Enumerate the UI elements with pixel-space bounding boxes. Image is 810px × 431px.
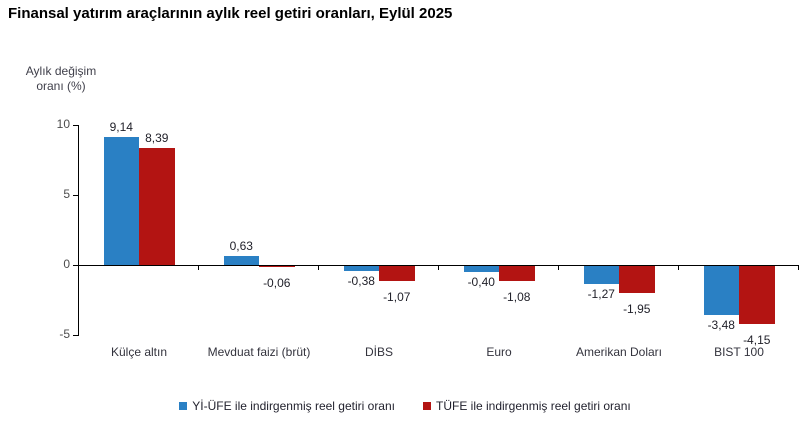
value-label: -0,40 (467, 274, 495, 289)
legend-label: TÜFE ile indirgenmiş reel getiri oranı (436, 399, 631, 413)
category-label: BIST 100 (714, 345, 764, 359)
chart-bar (259, 266, 295, 267)
chart-bar (463, 266, 499, 272)
x-axis-tick (678, 265, 679, 270)
chart-bar (703, 266, 739, 315)
category-label: Euro (486, 345, 512, 359)
value-label: -1,95 (623, 302, 651, 317)
value-label: -0,38 (347, 274, 375, 289)
value-label: 9,14 (109, 120, 133, 135)
value-label: -0,06 (263, 276, 291, 290)
y-tick-label: 0 (63, 257, 70, 271)
category-label: Külçe altın (110, 345, 168, 359)
x-axis-tick (198, 265, 199, 270)
legend-marker-icon (423, 402, 431, 410)
chart-bar (739, 266, 775, 325)
chart-bar (619, 266, 655, 294)
y-axis-tick (73, 264, 79, 266)
chart-title: Finansal yatırım araçlarının aylık reel … (8, 5, 453, 22)
chart-bar (343, 266, 379, 272)
y-axis-tick (73, 124, 79, 126)
y-tick-label: 5 (63, 187, 70, 201)
x-axis-tick (798, 265, 799, 270)
y-tick-label: -5 (59, 327, 70, 341)
plot-area: 10 5 0 -5 Külçe altın 9,14 8,39 Mevduat faizi (… (57, 117, 799, 359)
x-axis-line (79, 264, 799, 266)
legend: Yİ-ÜFE ile indirgenmiş reel getiri oranı… (0, 399, 810, 413)
chart-bar (223, 256, 259, 265)
value-label: -1,07 (383, 289, 411, 304)
y-axis-label: Aylık değişim oranı (%) (25, 64, 97, 93)
chart-bar (499, 266, 535, 282)
category-label: Mevduat faizi (brüt) (207, 345, 311, 359)
y-tick-label: 10 (56, 117, 70, 131)
legend-marker-icon (179, 402, 188, 410)
category-label: DİBS (364, 345, 393, 359)
y-axis-tick (73, 194, 79, 196)
value-label: -4,15 (743, 333, 771, 348)
legend-item: Yİ-ÜFE ile indirgenmiş reel getiri oranı (179, 399, 395, 413)
x-axis-tick (318, 265, 319, 270)
value-label: -3,48 (707, 317, 735, 332)
value-label: 0,63 (229, 239, 253, 254)
chart-bar (139, 147, 175, 265)
value-label: 8,39 (145, 130, 169, 145)
value-label: -1,27 (587, 286, 615, 301)
legend-label: Yİ-ÜFE ile indirgenmiş reel getiri oranı (192, 399, 395, 413)
value-label: -1,08 (503, 290, 531, 305)
category-label: Amerikan Doları (575, 345, 663, 359)
legend-item: TÜFE ile indirgenmiş reel getiri oranı (423, 399, 631, 413)
chart-bar (379, 266, 415, 281)
chart-bar (583, 266, 619, 284)
x-axis-tick (438, 265, 439, 270)
y-axis-tick (73, 334, 79, 336)
chart-bar (103, 137, 139, 265)
x-axis-tick (558, 265, 559, 270)
